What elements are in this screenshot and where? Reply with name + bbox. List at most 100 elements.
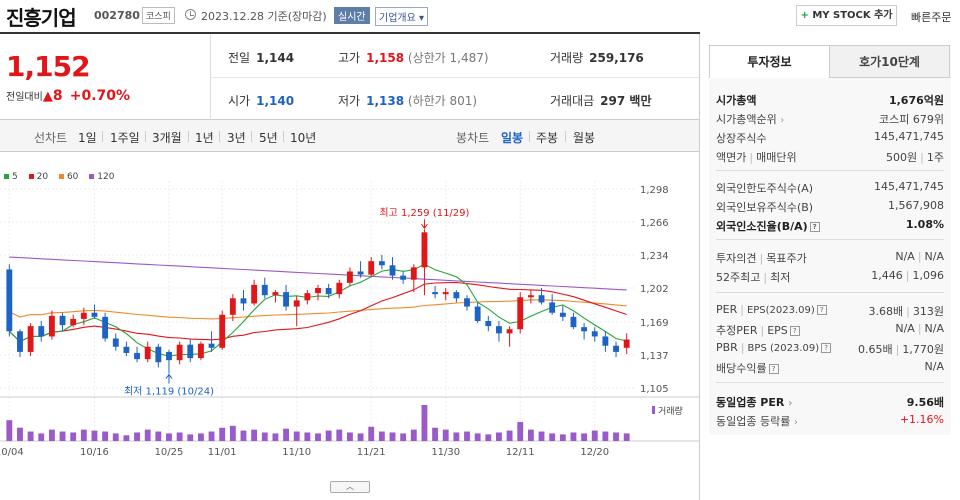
prev-close-value: 1,144	[256, 51, 295, 65]
low-value: 1,138	[366, 94, 405, 108]
per-v2: 313원	[912, 305, 944, 318]
realtime-button[interactable]: 실시간	[334, 7, 370, 24]
help-icon[interactable]: ?	[816, 305, 827, 315]
separator	[565, 131, 566, 142]
chevron-right-icon: ›	[793, 417, 798, 428]
candle-body	[336, 282, 343, 295]
period-1w[interactable]: 1주일	[110, 131, 140, 145]
est-eps-text: EPS	[767, 324, 788, 337]
candle-body	[229, 298, 236, 315]
candle-body	[527, 295, 534, 298]
tab-orderbook[interactable]: 호가10단계	[829, 45, 950, 78]
tab-invest-info[interactable]: 투자정보	[709, 45, 830, 78]
period-3m[interactable]: 3개월	[152, 131, 182, 145]
per-value: 3.68배 | 313원	[868, 305, 944, 318]
quick-order-link[interactable]: 빠른주문	[911, 11, 952, 24]
w52-value: 1,446 | 1,096	[871, 269, 944, 282]
candle-body	[219, 314, 226, 348]
chart-canvas[interactable]: 1,298 1,266 1,234 1,202 1,169 1,137 1,105 거래량 10…	[0, 153, 700, 500]
per-v1: 3.68배	[868, 305, 904, 318]
help-icon[interactable]: ?	[821, 343, 832, 353]
help-icon[interactable]: ?	[768, 364, 779, 374]
candle-daily[interactable]: 일봉	[501, 131, 524, 145]
chart-legend: 5 20 60 120	[4, 172, 122, 182]
period-5y[interactable]: 5년	[259, 131, 278, 145]
opinion-label: 투자의견 | 목표주가	[716, 252, 807, 265]
down-arrow-icon	[421, 219, 428, 230]
volume-bar	[48, 429, 55, 441]
industry-per-label: 동일업종 PER ›	[716, 394, 792, 410]
foreign-hold-label: 외국인보유주식수(B)	[716, 201, 814, 214]
est-v1: N/A	[895, 322, 915, 335]
candle-weekly[interactable]: 주봉	[536, 131, 559, 145]
help-icon[interactable]: ?	[809, 222, 820, 232]
dividend-value: N/A	[924, 360, 944, 373]
amount-value: 297 백만	[600, 94, 652, 108]
est-per-label: 추정PER | EPS?	[716, 322, 800, 338]
high-annotation: 최고 1,259 (11/29)	[379, 207, 469, 219]
par-v1: 500원	[886, 151, 918, 164]
candle-body	[80, 312, 87, 319]
opinion-v1: N/A	[895, 250, 915, 263]
add-mystock-label: MY STOCK 추가	[812, 10, 893, 21]
up-arrow-icon: ▲	[42, 89, 53, 104]
period-1y[interactable]: 1년	[195, 131, 214, 145]
candle-body	[283, 292, 289, 307]
help-icon[interactable]: ?	[789, 326, 800, 336]
chart-border	[699, 34, 700, 500]
volume-bar	[283, 428, 289, 441]
volume-bar	[80, 429, 87, 441]
mcap-rank-label[interactable]: 시가총액순위 ›	[716, 111, 784, 127]
volume-bar	[208, 431, 215, 441]
company-overview-dropdown[interactable]: 기업개요 ▾	[375, 7, 429, 26]
volume-bar	[591, 430, 598, 441]
par-text: 액면가	[716, 151, 747, 164]
amount-label: 거래대금	[550, 94, 595, 108]
period-1d[interactable]: 1일	[78, 131, 97, 145]
info-row-mcap: 시가총액 1,676억원	[716, 90, 944, 109]
x-tick-label: 10/04	[0, 447, 24, 458]
volume-bar	[623, 433, 630, 441]
candle-body	[315, 287, 321, 294]
candle-body	[325, 287, 332, 295]
period-10y[interactable]: 10년	[290, 131, 317, 145]
upper-limit: (상한가 1,487)	[407, 51, 489, 65]
chevron-down-icon: ▾	[419, 13, 425, 24]
dividend-label: 배당수익률?	[716, 360, 779, 376]
info-row-mcap-rank: 시가총액순위 › 코스피 679위	[716, 109, 944, 128]
chart-resize-handle[interactable]: ︿	[330, 481, 370, 493]
mcap-rank-text: 시가총액순위	[716, 113, 777, 126]
y-tick-label: 1,202	[640, 284, 669, 295]
volume-bar	[91, 430, 98, 441]
change-percent: +0.70%	[69, 88, 131, 104]
low-annotation: 최저 1,119 (10/24)	[124, 386, 214, 398]
volume-bar	[517, 422, 524, 441]
candle-body	[400, 275, 407, 280]
y-tick-label: 1,137	[640, 351, 669, 362]
line-chart-label: 선차트	[34, 131, 68, 145]
up-arrow-icon	[165, 373, 173, 384]
add-mystock-button[interactable]: + MY STOCK 추가	[796, 5, 897, 26]
candle-body	[474, 306, 481, 321]
volume-bar	[123, 435, 130, 441]
candle-body	[155, 346, 162, 363]
divider	[716, 292, 944, 293]
period-3y[interactable]: 3년	[227, 131, 246, 145]
candle-body	[591, 331, 598, 337]
separator	[529, 131, 530, 142]
candle-body	[240, 298, 247, 304]
volume-bar	[102, 431, 109, 441]
low-price: 저가 1,138 (하한가 801)	[338, 92, 477, 109]
volume-bar	[315, 433, 321, 441]
candle-body	[378, 261, 385, 266]
x-tick-label: 12/20	[580, 447, 609, 458]
volume-bar	[496, 432, 502, 441]
foreign-hold-value: 1,567,908	[888, 199, 944, 212]
candle-body	[17, 331, 23, 352]
candle-monthly[interactable]: 월봉	[573, 131, 596, 145]
volume-bar	[347, 432, 353, 441]
candle-body	[517, 297, 524, 330]
volume-bar	[549, 433, 556, 441]
candle-body	[6, 269, 13, 332]
y-tick-label: 1,298	[640, 185, 669, 196]
